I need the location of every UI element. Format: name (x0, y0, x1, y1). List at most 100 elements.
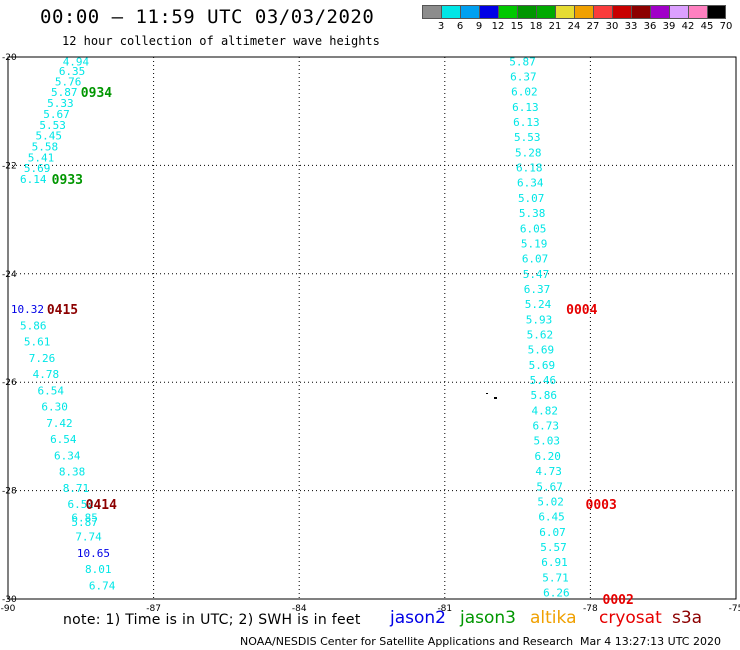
pass-time-label: 0004 (566, 303, 597, 318)
wave-height-value: 6.07 (539, 526, 566, 539)
legend-s3a: s3a (672, 608, 703, 628)
color-swatch (460, 5, 479, 19)
color-swatch (650, 5, 669, 19)
color-scale-label: 45 (700, 21, 714, 32)
wave-height-value: 5.38 (519, 207, 546, 220)
color-scale-label: 12 (491, 21, 505, 32)
wave-height-value: 6.35 (59, 65, 86, 78)
color-swatch (631, 5, 650, 19)
data-marker (494, 397, 497, 399)
chart-title: 00:00 – 11:59 UTC 03/03/2020 (40, 6, 375, 28)
color-scale-label: 36 (643, 21, 657, 32)
wave-height-value: 6.45 (538, 511, 565, 524)
color-scale-label: 9 (475, 21, 483, 32)
color-scale-label: 6 (456, 21, 464, 32)
credit-line: NOAA/NESDIS Center for Satellite Applica… (240, 635, 574, 648)
pass-time-label: 0414 (86, 498, 117, 513)
wave-height-value: 5.45 (36, 130, 63, 143)
wave-height-value: 5.58 (32, 140, 59, 153)
wave-height-value: 7.26 (29, 352, 56, 365)
wave-height-value: 5.93 (526, 313, 553, 326)
y-tick-label: -22 (2, 161, 17, 171)
wave-height-value: 4.73 (535, 465, 562, 478)
x-tick-label: -84 (292, 604, 307, 614)
wave-height-value: 5.71 (542, 571, 569, 584)
color-swatch (593, 5, 612, 19)
legend-altika: altika (530, 608, 577, 628)
wave-height-value: 8.38 (59, 466, 86, 479)
wave-height-value: 5.86 (20, 319, 47, 332)
wave-height-value: 5.46 (530, 374, 557, 387)
y-tick-label: -26 (2, 378, 17, 388)
x-tick-label: -87 (146, 604, 161, 614)
color-swatch (612, 5, 631, 19)
wave-height-value: 5.28 (515, 146, 542, 159)
wave-height-value: 5.02 (537, 495, 564, 508)
pass-time-label: 0003 (586, 498, 617, 513)
color-swatch (479, 5, 498, 19)
wave-height-value: 6.20 (534, 450, 561, 463)
wave-height-value: 6.74 (89, 579, 116, 592)
wave-height-value: 4.82 (532, 404, 559, 417)
wave-height-value: 5.69 (24, 162, 51, 175)
wave-height-value: 5.33 (47, 97, 74, 110)
color-swatch (669, 5, 688, 19)
wave-height-value: 6.91 (541, 556, 568, 569)
color-scale-label: 21 (548, 21, 562, 32)
wave-height-value: 6.30 (41, 401, 68, 414)
wave-height-value: 5.76 (55, 75, 82, 88)
wave-height-value: 10.65 (77, 547, 110, 560)
wave-height-value: 5.03 (533, 435, 560, 448)
color-scale-label: 24 (567, 21, 581, 32)
x-tick-label: -81 (437, 604, 452, 614)
y-tick-label: -24 (2, 270, 17, 280)
pass-time-label: 0415 (47, 303, 78, 318)
chart-subtitle: 12 hour collection of altimeter wave hei… (62, 34, 380, 48)
footer-note: note: 1) Time is in UTC; 2) SWH is in fe… (63, 612, 361, 628)
y-tick-label: -28 (2, 487, 17, 497)
wave-height-value: 6.52 (68, 498, 95, 511)
wave-height-value: 6.26 (543, 586, 570, 599)
pass-time-label: 0934 (81, 86, 112, 101)
wave-height-value: 6.34 (54, 449, 81, 462)
x-tick-label: -75 (729, 604, 740, 614)
wave-height-value: 5.19 (521, 237, 548, 250)
wave-height-value: 6.18 (516, 162, 543, 175)
wave-height-value: 5.87 (51, 86, 78, 99)
wave-height-value: 6.37 (510, 71, 537, 84)
wave-height-value: 6.07 (522, 253, 549, 266)
plot-frame (7, 56, 737, 600)
color-scale-label: 42 (681, 21, 695, 32)
pass-time-label: 0002 (603, 593, 634, 608)
legend-jason2: jason2 (390, 608, 446, 628)
wave-height-value: 6.73 (532, 420, 559, 433)
wave-height-value: 10.32 (11, 303, 44, 316)
wave-height-value: 5.62 (527, 329, 554, 342)
legend-jason3: jason3 (460, 608, 516, 628)
pass-time-label: 0933 (52, 173, 83, 188)
wave-height-value: 6.54 (37, 384, 64, 397)
color-swatch (422, 5, 441, 19)
color-scale-label: 70 (719, 21, 733, 32)
color-swatch (517, 5, 536, 19)
color-scale-label: 27 (586, 21, 600, 32)
legend-cryosat: cryosat (599, 608, 662, 628)
wave-height-value: 6.02 (511, 86, 538, 99)
color-swatch (574, 5, 593, 19)
wave-height-value: 5.07 (518, 192, 545, 205)
wave-height-value: 4.94 (63, 55, 90, 68)
data-marker (486, 393, 488, 394)
wave-height-value: 6.13 (513, 116, 540, 129)
wave-height-value: 6.85 (71, 512, 98, 525)
wave-height-value: 6.13 (512, 101, 539, 114)
color-swatch (707, 5, 726, 19)
wave-height-value: 8.01 (85, 563, 112, 576)
color-scale-label: 3 (437, 21, 445, 32)
wave-height-value: 6.14 (20, 173, 47, 186)
y-tick-label: -30 (2, 595, 17, 605)
wave-height-value: 5.87 (71, 516, 98, 529)
wave-height-value: 5.61 (24, 336, 51, 349)
wave-height-value: 5.24 (525, 298, 552, 311)
y-tick-label: -20 (2, 53, 17, 63)
